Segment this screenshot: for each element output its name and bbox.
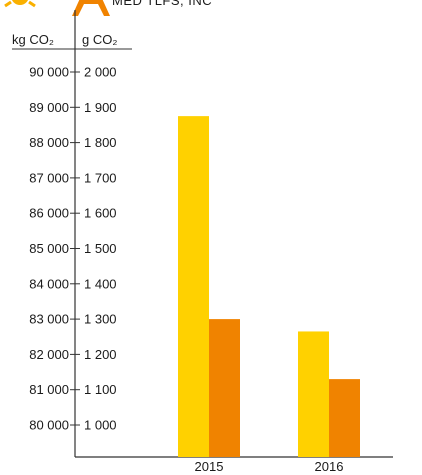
bar-kg-2016 [298,331,329,457]
x-label-2015: 2015 [195,459,224,474]
right-tick-label: 1 900 [84,100,117,115]
left-axis-header: kg CO₂ [12,32,54,47]
right-tick-label: 1 500 [84,241,117,256]
left-tick-label: 84 000 [29,276,69,291]
left-tick-label: 82 000 [29,347,69,362]
bar-kg-2015 [178,116,209,457]
bars [178,116,360,457]
bar-g-2016 [329,379,360,457]
top-text-fragment: MED TLFS, INC [112,0,212,8]
left-tick-label: 81 000 [29,382,69,397]
right-axis-header: g CO₂ [82,32,117,47]
right-tick-label: 1 800 [84,135,117,150]
left-tick-label: 88 000 [29,135,69,150]
left-tick-label: 89 000 [29,100,69,115]
right-tick-label: 1 300 [84,312,117,327]
left-tick-label: 86 000 [29,206,69,221]
sun-icon [4,0,36,8]
left-tick-label: 90 000 [29,65,69,80]
person-icon [72,0,110,16]
x-label-2016: 2016 [315,459,344,474]
bar-g-2015 [209,319,240,457]
right-tick-label: 1 700 [84,170,117,185]
left-tick-label: 83 000 [29,312,69,327]
right-tick-label: 1 000 [84,418,117,433]
x-axis-labels: 2015 2016 [195,459,344,474]
y-axis-ticks: 90 000 2 000 89 000 1 900 88 000 1 800 87 000 1… [29,65,116,433]
right-tick-label: 2 000 [84,65,117,80]
left-tick-label: 80 000 [29,418,69,433]
right-tick-label: 1 600 [84,206,117,221]
right-tick-label: 1 100 [84,382,117,397]
right-tick-label: 1 400 [84,276,117,291]
left-tick-label: 87 000 [29,170,69,185]
right-tick-label: 1 200 [84,347,117,362]
left-tick-label: 85 000 [29,241,69,256]
